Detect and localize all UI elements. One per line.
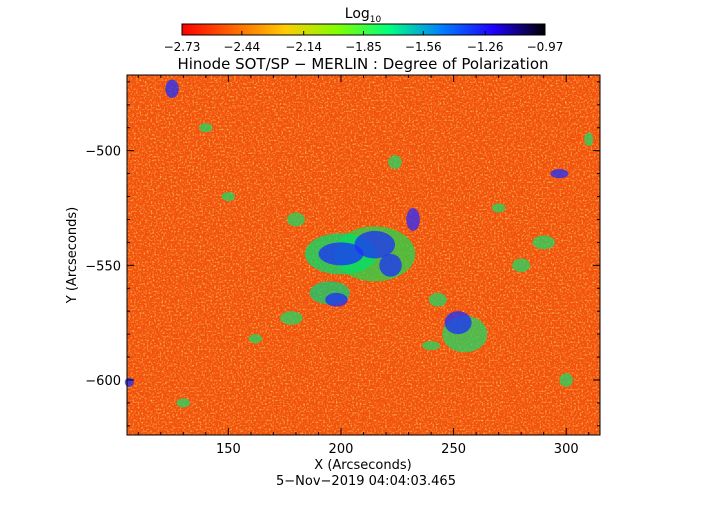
x-axis-label: X (Arcseconds) bbox=[314, 458, 411, 473]
polarization-patch bbox=[532, 235, 555, 250]
polarization-patch bbox=[165, 79, 179, 98]
timestamp: 5−Nov−2019 04:04:03.465 bbox=[276, 474, 456, 489]
colorbar-tick-label: −2.73 bbox=[164, 40, 201, 54]
polarization-patch bbox=[318, 242, 364, 266]
y-tick-label: −500 bbox=[85, 145, 121, 160]
plot-area: 150 200 250 300 −500 −550 −600 bbox=[85, 74, 601, 457]
polarization-patch bbox=[286, 212, 305, 227]
colorbar: Log10 −2.73 −2.44 −2.14 −1.85 −1.56 −1.26 −0.9… bbox=[164, 6, 564, 54]
y-tick-label: −600 bbox=[85, 374, 121, 389]
polarization-patch bbox=[584, 132, 594, 147]
colorbar-tick-label: −1.56 bbox=[405, 40, 442, 54]
colorbar-tick-label: −0.97 bbox=[527, 40, 564, 54]
polarization-patch bbox=[221, 191, 236, 202]
polarization-patch bbox=[559, 373, 573, 387]
polarization-patch bbox=[428, 292, 447, 307]
polarization-patch bbox=[512, 258, 531, 273]
x-tick-label: 150 bbox=[216, 442, 241, 457]
polarization-patch bbox=[550, 169, 569, 179]
colorbar-ticks: −2.73 −2.44 −2.14 −1.85 −1.56 −1.26 −0.97 bbox=[164, 31, 564, 54]
polarization-patch bbox=[388, 155, 402, 170]
colorbar-tick-label: −1.26 bbox=[467, 40, 504, 54]
x-tick-label: 300 bbox=[554, 442, 579, 457]
polarization-patch bbox=[248, 334, 263, 344]
x-tick-label: 250 bbox=[441, 442, 466, 457]
polarization-patch bbox=[379, 253, 402, 277]
y-axis: −500 −550 −600 bbox=[85, 81, 600, 427]
x-tick-label: 200 bbox=[329, 442, 354, 457]
polarization-patch bbox=[124, 377, 134, 387]
y-tick-label: −550 bbox=[85, 259, 121, 274]
x-axis: 150 200 250 300 bbox=[137, 75, 590, 457]
polarization-patch bbox=[325, 292, 348, 307]
polarization-patch bbox=[280, 311, 303, 325]
colorbar-title: Log10 bbox=[345, 6, 382, 25]
polarization-patch bbox=[444, 311, 472, 335]
colorbar-tick-label: −1.85 bbox=[345, 40, 382, 54]
colorbar-tick-label: −2.44 bbox=[223, 40, 260, 54]
polarization-patch bbox=[176, 398, 191, 408]
polarization-patch bbox=[422, 340, 441, 351]
polarization-patch bbox=[199, 123, 213, 133]
polarization-patch bbox=[406, 207, 420, 231]
polarization-patch bbox=[354, 230, 396, 259]
polarization-patch bbox=[491, 203, 506, 213]
chart-title: Hinode SOT/SP − MERLIN : Degree of Polar… bbox=[177, 55, 548, 73]
y-axis-label: Y (Arcseconds) bbox=[65, 207, 80, 304]
polarization-features bbox=[124, 79, 594, 408]
colorbar-tick-label: −2.14 bbox=[285, 40, 322, 54]
